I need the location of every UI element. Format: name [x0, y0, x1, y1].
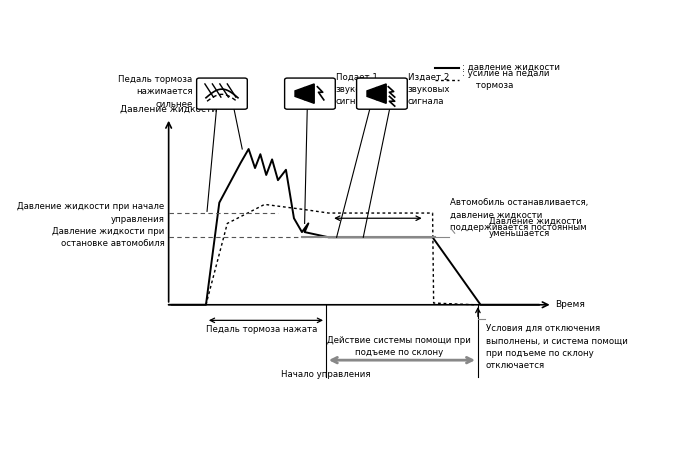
- FancyBboxPatch shape: [197, 78, 247, 109]
- Text: Действие системы помощи при
подъеме по склону: Действие системы помощи при подъеме по с…: [327, 336, 471, 357]
- Text: Издает 2
звуковых
сигнала: Издает 2 звуковых сигнала: [407, 73, 450, 106]
- Text: : давление жидкости: : давление жидкости: [462, 63, 560, 72]
- Text: Давление жидкости
уменьшается: Давление жидкости уменьшается: [488, 216, 581, 238]
- Text: Давление жидкости при начале
управления: Давление жидкости при начале управления: [17, 202, 164, 224]
- Text: : усилие на педали
     тормоза: : усилие на педали тормоза: [462, 69, 550, 90]
- Text: Начало управления: Начало управления: [281, 370, 371, 379]
- Polygon shape: [376, 84, 386, 103]
- Polygon shape: [305, 84, 314, 103]
- Polygon shape: [295, 88, 305, 100]
- Text: Педаль тормоза
нажимается
сильнее: Педаль тормоза нажимается сильнее: [118, 75, 193, 109]
- Text: Автомобиль останавливается,
давление жидкости
поддерживается постоянным: Автомобиль останавливается, давление жид…: [450, 198, 588, 232]
- Text: Условия для отключения
выполнены, и система помощи
при подъеме по склону
отключа: Условия для отключения выполнены, и сист…: [486, 324, 627, 370]
- Text: Время: Время: [555, 300, 585, 309]
- Text: Давление жидкости при
остановке автомобиля: Давление жидкости при остановке автомоби…: [52, 226, 164, 248]
- FancyBboxPatch shape: [285, 78, 335, 109]
- Text: Подает 1
звуковой
сигнал: Подает 1 звуковой сигнал: [336, 73, 378, 106]
- Polygon shape: [367, 88, 376, 100]
- FancyBboxPatch shape: [356, 78, 407, 109]
- Text: Педаль тормоза нажата: Педаль тормоза нажата: [206, 325, 318, 333]
- Text: Давление жидкости: Давление жидкости: [120, 105, 217, 114]
